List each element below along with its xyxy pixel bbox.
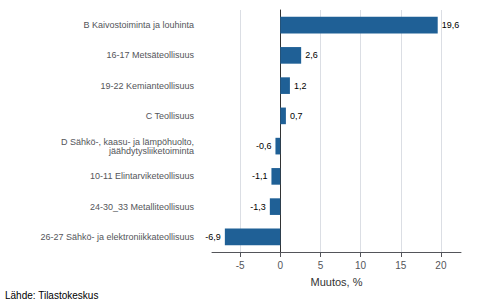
svg-text:jäähdytysliiketoiminta: jäähdytysliiketoiminta — [108, 146, 194, 156]
svg-text:Lähde: Tilastokeskus: Lähde: Tilastokeskus — [5, 290, 98, 301]
svg-text:-1,1: -1,1 — [252, 171, 268, 181]
svg-text:-1,3: -1,3 — [250, 202, 266, 212]
svg-text:19,6: 19,6 — [442, 20, 460, 30]
svg-text:2,6: 2,6 — [305, 50, 318, 60]
svg-text:16-17 Metsäteollisuus: 16-17 Metsäteollisuus — [106, 50, 194, 60]
svg-text:Muutos, %: Muutos, % — [311, 276, 363, 288]
svg-text:10-11 Elintarviketeollisuus: 10-11 Elintarviketeollisuus — [90, 171, 194, 181]
svg-text:19-22 Kemianteollisuus: 19-22 Kemianteollisuus — [100, 81, 194, 91]
svg-text:C Teollisuus: C Teollisuus — [146, 111, 195, 121]
svg-text:24-30_33 Metalliteollisuus: 24-30_33 Metalliteollisuus — [90, 202, 195, 212]
svg-text:1,2: 1,2 — [294, 81, 307, 91]
svg-text:10: 10 — [355, 260, 367, 271]
svg-text:-6,9: -6,9 — [205, 232, 221, 242]
svg-text:5: 5 — [318, 260, 324, 271]
svg-text:20: 20 — [435, 260, 447, 271]
svg-text:15: 15 — [395, 260, 407, 271]
svg-text:0,7: 0,7 — [290, 111, 303, 121]
svg-text:-5: -5 — [236, 260, 245, 271]
svg-text:0: 0 — [277, 260, 283, 271]
svg-text:26-27 Sähkö- ja elektroniikkat: 26-27 Sähkö- ja elektroniikkateollisuus — [40, 232, 194, 242]
svg-text:D Sähkö-, kaasu- ja lämpöhuolt: D Sähkö-, kaasu- ja lämpöhuolto, — [60, 136, 194, 147]
svg-text:B Kaivostoiminta ja louhinta: B Kaivostoiminta ja louhinta — [83, 20, 194, 30]
svg-text:-0,6: -0,6 — [256, 141, 272, 151]
